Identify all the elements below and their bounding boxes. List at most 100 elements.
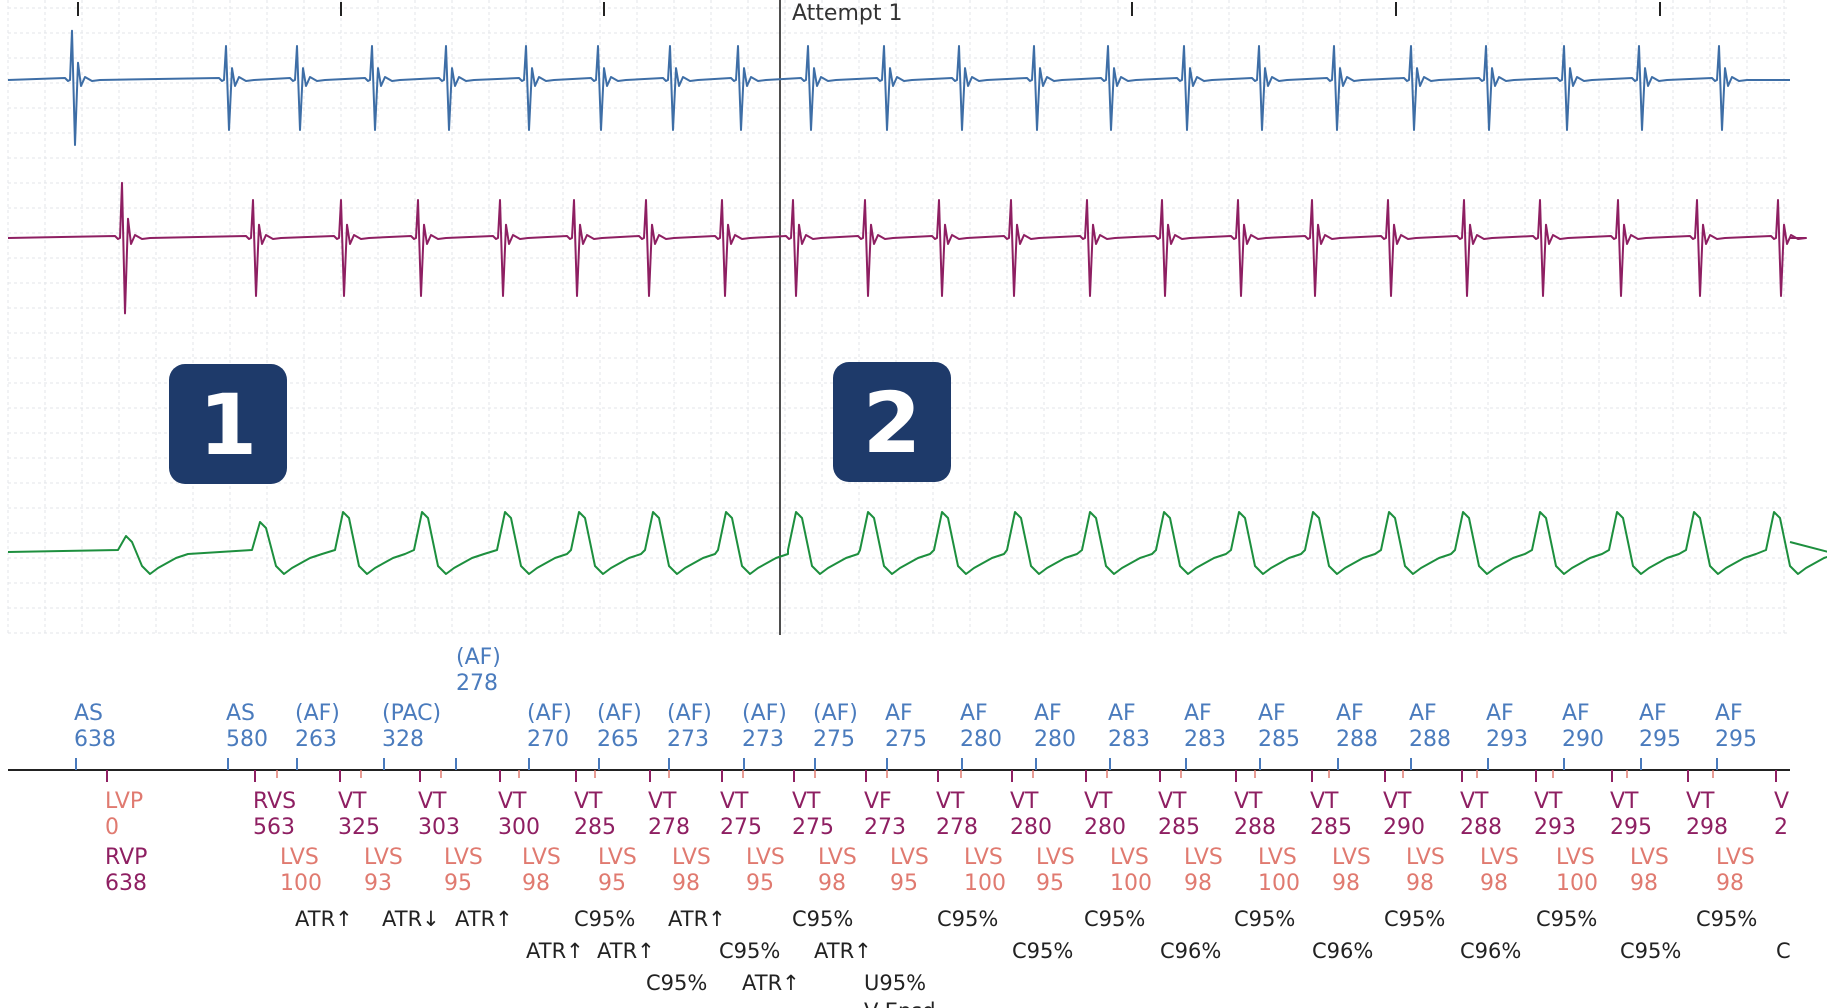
atrial-marker-label: AF [1562, 701, 1590, 726]
ventricular-marker-label: VT [1310, 789, 1339, 814]
marker-ticks [75, 758, 1777, 782]
lv-sense-marker-label: LVS [1332, 845, 1371, 870]
atrial-marker-label: (AF) [527, 701, 572, 726]
atrial-marker-label: AF [885, 701, 913, 726]
atrial-marker-label: (AF) [742, 701, 787, 726]
atrial-marker-value: 580 [226, 727, 268, 752]
lv-sense-marker-label: LVS [1630, 845, 1669, 870]
ventricular-marker-label: VT [1534, 789, 1563, 814]
lv-sense-marker-label: LVS [522, 845, 561, 870]
atrial-marker-value: 328 [382, 727, 424, 752]
lv-sense-marker-value: 95 [1036, 871, 1064, 896]
lv-sense-marker-value: 100 [1556, 871, 1598, 896]
marker-annotations: AS638AS580(AF)263(PAC)328(AF)278(AF)270(… [74, 645, 1791, 1008]
atrial-marker-value: 270 [527, 727, 569, 752]
atrial-marker-label: AF [1486, 701, 1514, 726]
event-annotation: C95% [719, 939, 780, 963]
event-annotation: ATR↑ [597, 939, 655, 963]
ventricular-marker-label: VF [864, 789, 892, 814]
lv-sense-marker-label: LVS [598, 845, 637, 870]
lv-sense-marker-label: LVS [1110, 845, 1149, 870]
atrial-marker-label: (AF) [597, 701, 642, 726]
event-annotation: C95% [1620, 939, 1681, 963]
ventricular-marker-value: 280 [1084, 815, 1126, 840]
event-annotation: C95% [937, 907, 998, 931]
event-annotation: ATR↓ [382, 907, 440, 931]
lv-sense-marker-value: 98 [1406, 871, 1434, 896]
traces [7, 29, 1827, 575]
ventricular-marker-label: VT [1610, 789, 1639, 814]
ventricular-marker-label: V [1774, 789, 1789, 814]
atrial-marker-label: (AF) [295, 701, 340, 726]
lv-sense-marker-value: 98 [1184, 871, 1212, 896]
atrial-marker-label: AF [960, 701, 988, 726]
atrial-marker-label: AF [1336, 701, 1364, 726]
event-annotation: V-Epsd [864, 999, 936, 1008]
event-annotation: C95% [1536, 907, 1597, 931]
lv-sense-marker-label: LVS [890, 845, 929, 870]
event-annotation: C95% [1384, 907, 1445, 931]
atrial-marker-label: (AF) [456, 645, 501, 670]
ventricular-marker-value: 275 [792, 815, 834, 840]
lv-sense-marker-value: 95 [598, 871, 626, 896]
atrial-marker-value: 283 [1184, 727, 1226, 752]
ventricular-marker-value: 303 [418, 815, 460, 840]
event-annotation: C95% [1012, 939, 1073, 963]
atrial-marker-value: 288 [1409, 727, 1451, 752]
lv-sense-marker-value: 98 [522, 871, 550, 896]
atrial-marker-label: AF [1409, 701, 1437, 726]
ventricular-marker-label: VT [1084, 789, 1113, 814]
ventricular-egm-trace [7, 181, 1807, 315]
lv-sense-marker-label: LVS [364, 845, 403, 870]
atrial-marker-label: (AF) [667, 701, 712, 726]
ventricular-marker-label: VT [498, 789, 527, 814]
event-annotation: ATR↑ [295, 907, 353, 931]
ventricular-marker-label: VT [648, 789, 677, 814]
event-annotation: ATR↑ [814, 939, 872, 963]
lv-sense-marker-value: 98 [1716, 871, 1744, 896]
atrial-marker-value: 288 [1336, 727, 1378, 752]
ventricular-marker-value: 295 [1610, 815, 1652, 840]
event-annotation: ATR↑ [526, 939, 584, 963]
ventricular-marker-value: 293 [1534, 815, 1576, 840]
event-annotation: C95% [646, 971, 707, 995]
ventricular-marker-value: 288 [1460, 815, 1502, 840]
lv-sense-marker-label: LVS [1036, 845, 1075, 870]
ventricular-marker-value: 278 [648, 815, 690, 840]
badge-1: 1 [169, 364, 287, 484]
ventricular-marker-label: VT [1460, 789, 1489, 814]
ventricular-marker-value: 300 [498, 815, 540, 840]
event-annotation: C95% [792, 907, 853, 931]
event-annotation: C96% [1460, 939, 1521, 963]
atrial-marker-label: AF [1184, 701, 1212, 726]
atrial-marker-value: 273 [667, 727, 709, 752]
event-annotation: ATR↑ [455, 907, 513, 931]
event-annotation: C [1776, 939, 1791, 963]
atrial-marker-label: AF [1715, 701, 1743, 726]
lv-sense-marker-value: 93 [364, 871, 392, 896]
ventricular-marker-value: 280 [1010, 815, 1052, 840]
shock-egm-trace [7, 511, 1827, 575]
top-time-ticks [77, 2, 1661, 16]
ventricular-marker-label: VT [338, 789, 367, 814]
lv-sense-marker-label: LVS [1716, 845, 1755, 870]
badge-1-label: 1 [199, 376, 257, 474]
atrial-marker-value: 295 [1715, 727, 1757, 752]
ventricular-marker-value: 285 [1310, 815, 1352, 840]
atrial-marker-value: 290 [1562, 727, 1604, 752]
atrial-marker-label: (PAC) [382, 701, 441, 726]
atrial-marker-value: 278 [456, 671, 498, 696]
ventricular-marker-label: VT [792, 789, 821, 814]
lv-sense-marker-value: 98 [672, 871, 700, 896]
ventricular-marker-label: VT [574, 789, 603, 814]
lv-sense-marker-value: 95 [746, 871, 774, 896]
lv-sense-marker-label: LVS [1258, 845, 1297, 870]
ventricular-marker-value: 290 [1383, 815, 1425, 840]
atrial-marker-label: (AF) [813, 701, 858, 726]
lv-sense-marker-label: LVS [818, 845, 857, 870]
lv-sense-marker-value: 98 [1630, 871, 1658, 896]
ventricular-marker-value: 278 [936, 815, 978, 840]
lv-sense-marker-value: 95 [890, 871, 918, 896]
lv-sense-marker-label: LVS [746, 845, 785, 870]
atrial-marker-label: AS [226, 701, 255, 726]
